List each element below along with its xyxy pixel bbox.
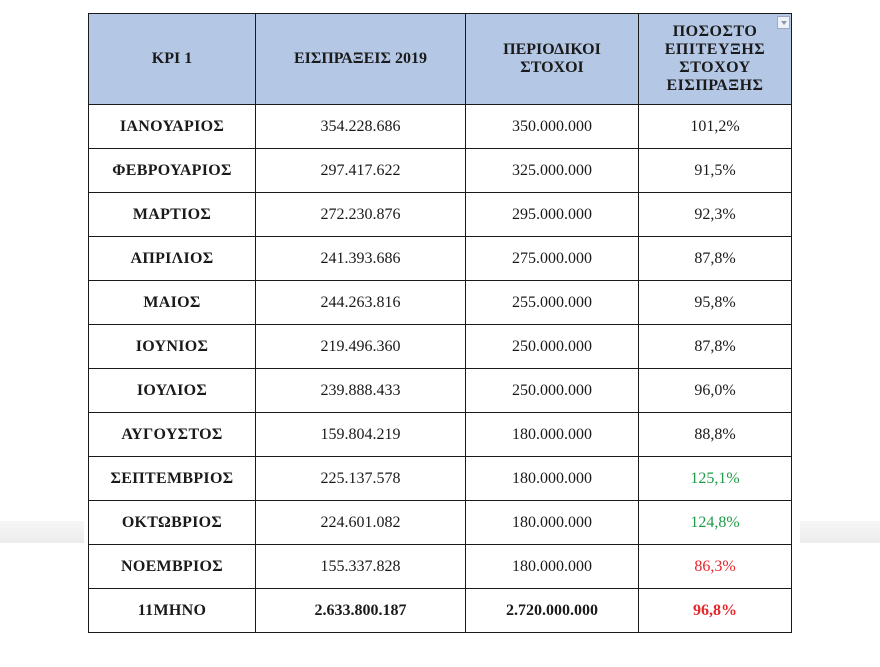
percentage-cell: 125,1% bbox=[638, 456, 792, 501]
table-row: ΙΑΝΟΥΑΡΙΟΣ 354.228.686 350.000.000 101,2% bbox=[88, 104, 792, 149]
month-cell: 11ΜΗΝΟ bbox=[88, 588, 256, 633]
target-cell: 180.000.000 bbox=[465, 544, 639, 589]
target-cell: 2.720.000.000 bbox=[465, 588, 639, 633]
table-row: ΙΟΥΛΙΟΣ 239.888.433 250.000.000 96,0% bbox=[88, 368, 792, 413]
month-cell: ΣΕΠΤΕΜΒΡΙΟΣ bbox=[88, 456, 256, 501]
percentage-cell: 96,0% bbox=[638, 368, 792, 413]
header-periodic-targets: ΠΕΡΙΟΔΙΚΟΙ ΣΤΟΧΟΙ bbox=[465, 13, 639, 105]
receipts-cell: 244.263.816 bbox=[255, 280, 466, 325]
percentage-cell: 87,8% bbox=[638, 324, 792, 369]
receipts-cell: 224.601.082 bbox=[255, 500, 466, 545]
percentage-cell: 101,2% bbox=[638, 104, 792, 149]
receipts-cell: 239.888.433 bbox=[255, 368, 466, 413]
filter-dropdown-icon[interactable] bbox=[777, 16, 790, 29]
table-body: ΙΑΝΟΥΑΡΙΟΣ 354.228.686 350.000.000 101,2% ΦΕ… bbox=[88, 104, 792, 633]
receipts-cell: 155.337.828 bbox=[255, 544, 466, 589]
table-total-row: 11ΜΗΝΟ 2.633.800.187 2.720.000.000 96,8% bbox=[88, 588, 792, 633]
month-cell: ΑΥΓΟΥΣΤΟΣ bbox=[88, 412, 256, 457]
target-cell: 350.000.000 bbox=[465, 104, 639, 149]
percentage-cell: 86,3% bbox=[638, 544, 792, 589]
percentage-cell: 92,3% bbox=[638, 192, 792, 237]
month-cell: ΙΑΝΟΥΑΡΙΟΣ bbox=[88, 104, 256, 149]
receipts-cell: 297.417.622 bbox=[255, 148, 466, 193]
target-cell: 255.000.000 bbox=[465, 280, 639, 325]
percentage-cell: 88,8% bbox=[638, 412, 792, 457]
target-cell: 275.000.000 bbox=[465, 236, 639, 281]
receipts-cell: 2.633.800.187 bbox=[255, 588, 466, 633]
receipts-cell: 241.393.686 bbox=[255, 236, 466, 281]
month-cell: ΟΚΤΩΒΡΙΟΣ bbox=[88, 500, 256, 545]
table-row: ΜΑΙΟΣ 244.263.816 255.000.000 95,8% bbox=[88, 280, 792, 325]
percentage-cell: 96,8% bbox=[638, 588, 792, 633]
month-cell: ΑΠΡΙΛΙΟΣ bbox=[88, 236, 256, 281]
kpi-table-image: ΚΡΙ 1 ΕΙΣΠΡΑΞΕΙΣ 2019 ΠΕΡΙΟΔΙΚΟΙ ΣΤΟΧΟΙ … bbox=[84, 8, 800, 640]
table-row: ΟΚΤΩΒΡΙΟΣ 224.601.082 180.000.000 124,8% bbox=[88, 500, 792, 545]
target-cell: 180.000.000 bbox=[465, 500, 639, 545]
header-target-achievement-pct: ΠΟΣΟΣΤΟ ΕΠΙΤΕΥΞΗΣ ΣΤΟΧΟΥ ΕΙΣΠΡΑΞΗΣ bbox=[638, 13, 792, 105]
table-row: ΜΑΡΤΙΟΣ 272.230.876 295.000.000 92,3% bbox=[88, 192, 792, 237]
month-cell: ΦΕΒΡΟΥΑΡΙΟΣ bbox=[88, 148, 256, 193]
target-cell: 325.000.000 bbox=[465, 148, 639, 193]
table-row: ΦΕΒΡΟΥΑΡΙΟΣ 297.417.622 325.000.000 91,5% bbox=[88, 148, 792, 193]
table-row: ΣΕΠΤΕΜΒΡΙΟΣ 225.137.578 180.000.000 125,1% bbox=[88, 456, 792, 501]
table-row: ΝΟΕΜΒΡΙΟΣ 155.337.828 180.000.000 86,3% bbox=[88, 544, 792, 589]
header-receipts-2019: ΕΙΣΠΡΑΞΕΙΣ 2019 bbox=[255, 13, 466, 105]
percentage-cell: 124,8% bbox=[638, 500, 792, 545]
header-kpi: ΚΡΙ 1 bbox=[88, 13, 256, 105]
receipts-cell: 272.230.876 bbox=[255, 192, 466, 237]
table-row: ΑΥΓΟΥΣΤΟΣ 159.804.219 180.000.000 88,8% bbox=[88, 412, 792, 457]
receipts-cell: 159.804.219 bbox=[255, 412, 466, 457]
target-cell: 180.000.000 bbox=[465, 456, 639, 501]
percentage-cell: 91,5% bbox=[638, 148, 792, 193]
month-cell: ΝΟΕΜΒΡΙΟΣ bbox=[88, 544, 256, 589]
percentage-cell: 95,8% bbox=[638, 280, 792, 325]
target-cell: 250.000.000 bbox=[465, 368, 639, 413]
receipts-cell: 354.228.686 bbox=[255, 104, 466, 149]
receipts-cell: 219.496.360 bbox=[255, 324, 466, 369]
month-cell: ΜΑΙΟΣ bbox=[88, 280, 256, 325]
percentage-cell: 87,8% bbox=[638, 236, 792, 281]
month-cell: ΙΟΥΝΙΟΣ bbox=[88, 324, 256, 369]
month-cell: ΙΟΥΛΙΟΣ bbox=[88, 368, 256, 413]
receipts-cell: 225.137.578 bbox=[255, 456, 466, 501]
month-cell: ΜΑΡΤΙΟΣ bbox=[88, 192, 256, 237]
table-header-row: ΚΡΙ 1 ΕΙΣΠΡΑΞΕΙΣ 2019 ΠΕΡΙΟΔΙΚΟΙ ΣΤΟΧΟΙ … bbox=[88, 13, 792, 105]
target-cell: 295.000.000 bbox=[465, 192, 639, 237]
kpi-table: ΚΡΙ 1 ΕΙΣΠΡΑΞΕΙΣ 2019 ΠΕΡΙΟΔΙΚΟΙ ΣΤΟΧΟΙ … bbox=[88, 13, 792, 633]
table-row: ΑΠΡΙΛΙΟΣ 241.393.686 275.000.000 87,8% bbox=[88, 236, 792, 281]
target-cell: 180.000.000 bbox=[465, 412, 639, 457]
target-cell: 250.000.000 bbox=[465, 324, 639, 369]
table-row: ΙΟΥΝΙΟΣ 219.496.360 250.000.000 87,8% bbox=[88, 324, 792, 369]
